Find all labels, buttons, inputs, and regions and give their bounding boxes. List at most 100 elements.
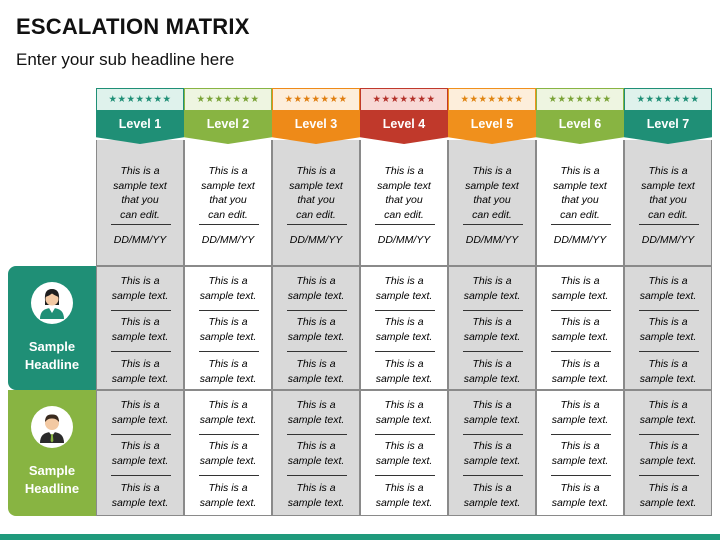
matrix-cell[interactable]: This is a sample text. This is a sample t…: [536, 266, 624, 390]
cell-entry: This is a sample text.: [375, 275, 433, 302]
level-date: DD/MM/YY: [641, 234, 695, 246]
star-rating: ★★★★★★★: [624, 88, 712, 110]
divider: [551, 224, 611, 225]
cell-entry: This is a sample text.: [551, 482, 609, 509]
divider: [639, 475, 699, 476]
matrix-cell[interactable]: This is a sample text. This is a sample t…: [96, 266, 184, 390]
cell-entry: This is a sample text.: [551, 440, 609, 467]
level-header[interactable]: Level 5: [448, 110, 536, 144]
divider: [199, 434, 259, 435]
matrix-cell[interactable]: This is a sample text. This is a sample t…: [184, 266, 272, 390]
level-description: This is a sample text that you can edit.: [553, 165, 607, 221]
divider: [463, 310, 523, 311]
divider: [287, 475, 347, 476]
matrix-cell[interactable]: This is a sample text. This is a sample t…: [184, 390, 272, 516]
divider: [639, 310, 699, 311]
cell-entry: This is a sample text.: [639, 399, 697, 426]
level-description: This is a sample text that you can edit.: [641, 165, 695, 221]
divider: [199, 310, 259, 311]
divider: [551, 351, 611, 352]
level-column: ★★★★★★★ This is a sample text that you ca…: [536, 88, 624, 516]
level-column: ★★★★★★★ This is a sample text that you ca…: [624, 88, 712, 516]
row-header-1[interactable]: Sample Headline: [8, 266, 96, 390]
level-description-cell[interactable]: This is a sample text that you can edit.…: [536, 140, 624, 266]
matrix-cell[interactable]: This is a sample text. This is a sample t…: [448, 266, 536, 390]
cell-entry: This is a sample text.: [287, 275, 345, 302]
matrix-cell[interactable]: This is a sample text. This is a sample t…: [272, 390, 360, 516]
matrix-cell[interactable]: This is a sample text. This is a sample t…: [272, 266, 360, 390]
cell-entry: This is a sample text.: [199, 482, 257, 509]
level-header[interactable]: Level 2: [184, 110, 272, 144]
divider: [287, 351, 347, 352]
level-header[interactable]: Level 4: [360, 110, 448, 144]
divider: [551, 475, 611, 476]
level-description: This is a sample text that you can edit.: [289, 165, 343, 221]
level-description-cell[interactable]: This is a sample text that you can edit.…: [360, 140, 448, 266]
matrix-cell[interactable]: This is a sample text. This is a sample t…: [624, 390, 712, 516]
matrix-cell[interactable]: This is a sample text. This is a sample t…: [96, 390, 184, 516]
divider: [639, 351, 699, 352]
woman-avatar-icon: [31, 282, 73, 324]
level-column: ★★★★★★★ This is a sample text that you ca…: [96, 88, 184, 516]
level-description-cell[interactable]: This is a sample text that you can edit.…: [624, 140, 712, 266]
level-column: ★★★★★★★ This is a sample text that you ca…: [272, 88, 360, 516]
cell-entry: This is a sample text.: [111, 399, 169, 426]
cell-entry: This is a sample text.: [199, 275, 257, 302]
star-rating: ★★★★★★★: [536, 88, 624, 110]
level-description: This is a sample text that you can edit.: [113, 165, 167, 221]
divider: [287, 434, 347, 435]
cell-entry: This is a sample text.: [639, 440, 697, 467]
cell-entry: This is a sample text.: [287, 399, 345, 426]
level-header[interactable]: Level 6: [536, 110, 624, 144]
level-column: ★★★★★★★ This is a sample text that you ca…: [184, 88, 272, 516]
cell-entry: This is a sample text.: [287, 482, 345, 509]
cell-entry: This is a sample text.: [639, 358, 697, 385]
divider: [463, 475, 523, 476]
cell-entry: This is a sample text.: [551, 316, 609, 343]
cell-entry: This is a sample text.: [463, 399, 521, 426]
cell-entry: This is a sample text.: [199, 358, 257, 385]
level-description-cell[interactable]: This is a sample text that you can edit.…: [272, 140, 360, 266]
level-description-cell[interactable]: This is a sample text that you can edit.…: [184, 140, 272, 266]
divider: [111, 310, 171, 311]
cell-entry: This is a sample text.: [287, 316, 345, 343]
cell-entry: This is a sample text.: [199, 440, 257, 467]
cell-entry: This is a sample text.: [111, 358, 169, 385]
matrix-cell[interactable]: This is a sample text. This is a sample t…: [360, 390, 448, 516]
divider: [111, 224, 171, 225]
level-header[interactable]: Level 3: [272, 110, 360, 144]
level-description-cell[interactable]: This is a sample text that you can edit.…: [96, 140, 184, 266]
matrix-cell[interactable]: This is a sample text. This is a sample t…: [536, 390, 624, 516]
level-date: DD/MM/YY: [289, 234, 343, 246]
cell-entry: This is a sample text.: [375, 399, 433, 426]
matrix-cell[interactable]: This is a sample text. This is a sample t…: [624, 266, 712, 390]
cell-entry: This is a sample text.: [111, 482, 169, 509]
divider: [375, 310, 435, 311]
cell-entry: This is a sample text.: [551, 399, 609, 426]
cell-entry: This is a sample text.: [463, 316, 521, 343]
level-header[interactable]: Level 7: [624, 110, 712, 144]
level-description: This is a sample text that you can edit.: [465, 165, 519, 221]
cell-entry: This is a sample text.: [463, 482, 521, 509]
divider: [375, 224, 435, 225]
level-column: ★★★★★★★ This is a sample text that you ca…: [360, 88, 448, 516]
level-description-cell[interactable]: This is a sample text that you can edit.…: [448, 140, 536, 266]
row-header-2[interactable]: Sample Headline: [8, 390, 96, 516]
divider: [463, 224, 523, 225]
divider: [639, 224, 699, 225]
divider: [287, 224, 347, 225]
cell-entry: This is a sample text.: [199, 399, 257, 426]
level-header[interactable]: Level 1: [96, 110, 184, 144]
cell-entry: This is a sample text.: [287, 358, 345, 385]
level-date: DD/MM/YY: [465, 234, 519, 246]
star-rating: ★★★★★★★: [184, 88, 272, 110]
row-header-label: Sample Headline: [24, 339, 80, 372]
level-date: DD/MM/YY: [201, 234, 255, 246]
matrix-cell[interactable]: This is a sample text. This is a sample t…: [360, 266, 448, 390]
row-header-label: Sample Headline: [24, 463, 80, 496]
cell-entry: This is a sample text.: [463, 358, 521, 385]
level-date: DD/MM/YY: [553, 234, 607, 246]
divider: [199, 475, 259, 476]
matrix-cell[interactable]: This is a sample text. This is a sample t…: [448, 390, 536, 516]
escalation-matrix: ★★★★★★★ This is a sample text that you ca…: [96, 88, 712, 516]
